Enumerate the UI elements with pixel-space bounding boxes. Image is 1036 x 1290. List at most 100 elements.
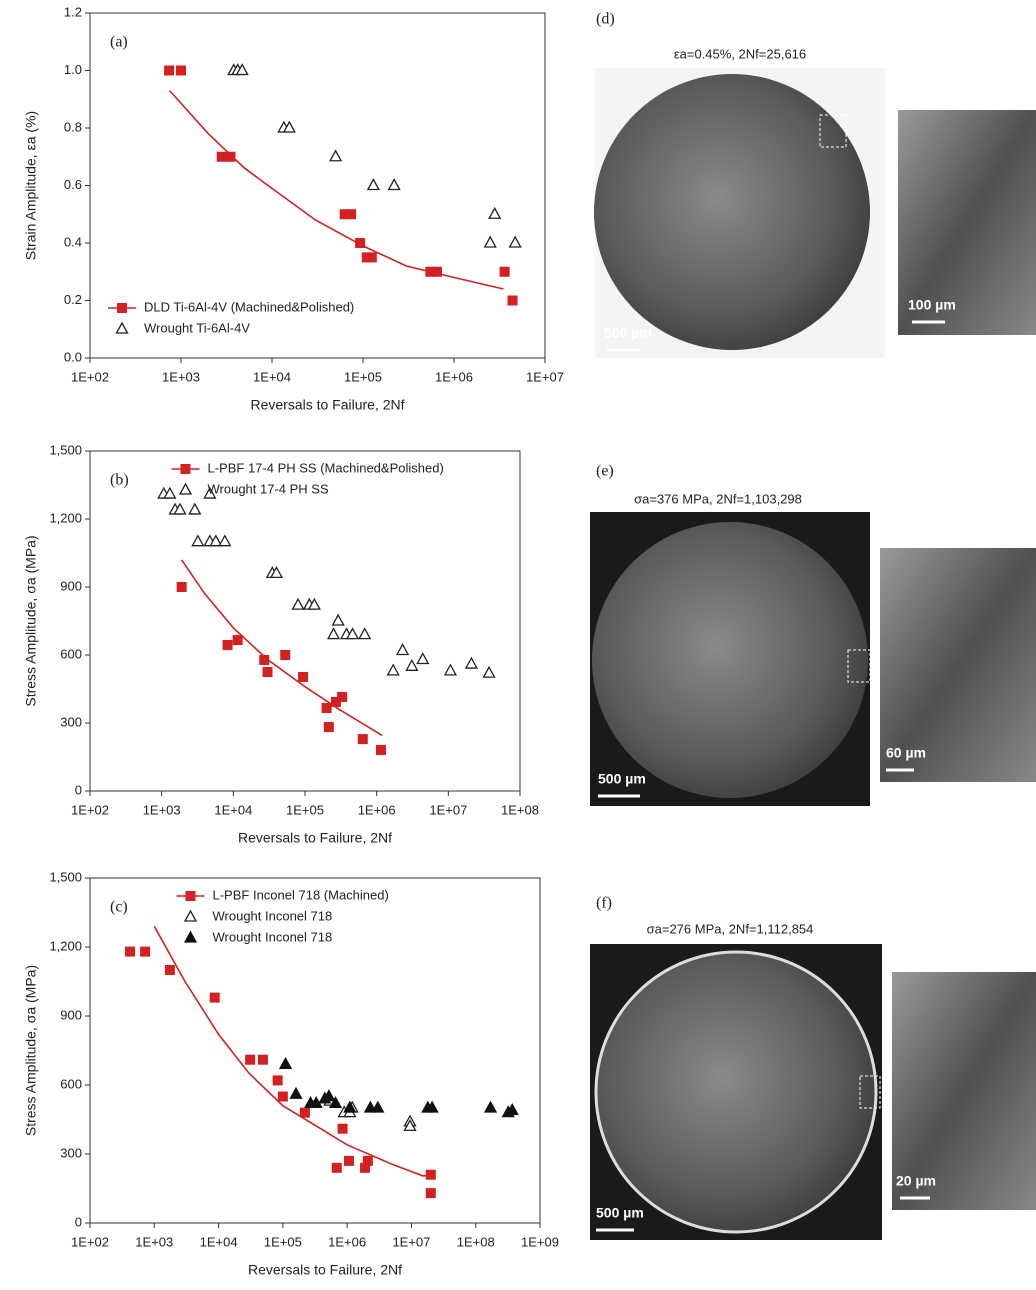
marker-square [331, 1162, 342, 1173]
y-tick-label: 300 [60, 714, 82, 729]
marker-triangle [173, 502, 187, 515]
marker-square [299, 1107, 310, 1118]
marker-triangle [483, 1100, 498, 1113]
panel-label: (c) [110, 899, 128, 916]
y-tick-label: 1.2 [64, 4, 82, 19]
marker-triangle [416, 652, 430, 665]
x-tick-label: 1E+06 [435, 369, 473, 384]
marker-triangle [235, 63, 249, 76]
fracture-surface [594, 74, 870, 350]
x-tick-label: 1E+07 [526, 369, 564, 384]
marker-triangle [371, 1100, 385, 1113]
marker-square [222, 640, 233, 651]
legend-label: Wrought Inconel 718 [213, 908, 333, 923]
x-tick-label: 1E+04 [214, 802, 252, 817]
fit-line [169, 90, 504, 290]
marker-triangle [483, 235, 497, 248]
marker-square [225, 151, 236, 162]
marker-square [425, 266, 436, 277]
x-axis-title: Reversals to Failure, 2Nf [238, 830, 392, 846]
marker-square [425, 1188, 436, 1199]
marker-square [216, 151, 227, 162]
marker-triangle [282, 120, 296, 133]
marker-square [366, 252, 377, 263]
y-tick-label: 300 [60, 1145, 82, 1160]
marker-square [280, 650, 291, 660]
marker-triangle [328, 1096, 343, 1109]
y-axis-title: Strain Amplitude, εa (%) [23, 111, 39, 260]
y-tick-label: 1,500 [49, 869, 82, 884]
x-tick-label: 1E+04 [200, 1234, 238, 1249]
marker-square [232, 635, 243, 646]
marker-square [257, 1054, 268, 1065]
x-tick-label: 1E+06 [328, 1234, 366, 1249]
marker-square [185, 891, 196, 901]
marker-triangle [183, 909, 198, 922]
marker-triangle [209, 534, 223, 547]
y-axis-title: Stress Amplitude, σa (MPa) [23, 535, 39, 706]
chart: 0 300 600 900 1,200 1,500 1E+02 1E+03 1E+04 1E+05… [23, 442, 539, 845]
y-tick-label: 600 [60, 646, 82, 661]
marker-triangle [307, 597, 321, 610]
caption: σa=376 MPa, 2Nf=1,103,298 [634, 491, 802, 506]
marker-triangle [387, 178, 401, 191]
micrograph-f: (f) σa=276 MPa, 2Nf=1,112,854 500 µm 20 … [590, 895, 1036, 1240]
y-tick-label: 0.2 [64, 292, 82, 307]
scale-label: 500 µm [604, 325, 652, 341]
marker-square [164, 65, 175, 76]
scale-label: 20 µm [896, 1173, 936, 1189]
marker-square [245, 1054, 256, 1065]
marker-square [180, 464, 191, 474]
marker-triangle [386, 663, 400, 676]
y-tick-label: 0.0 [64, 349, 82, 364]
marker-triangle [403, 1119, 417, 1132]
x-tick-label: 1E+04 [253, 369, 291, 384]
marker-triangle [343, 1100, 357, 1113]
legend-label: L-PBF Inconel 718 (Machined) [213, 887, 389, 902]
marker-square [431, 266, 442, 277]
y-tick-label: 1,500 [49, 442, 82, 457]
x-tick-label: 1E+05 [344, 369, 382, 384]
marker-triangle [505, 1102, 519, 1115]
inset-box [859, 1075, 881, 1109]
marker-square [277, 1091, 288, 1102]
marker-square [346, 209, 357, 220]
marker-square [298, 671, 309, 682]
marker-triangle [482, 665, 496, 678]
marker-triangle [331, 613, 345, 626]
marker-triangle [326, 627, 341, 640]
marker-triangle [405, 658, 419, 671]
panel-label: (e) [596, 463, 614, 480]
y-tick-label: 1,200 [49, 510, 82, 525]
legend-label: L-PBF 17-4 PH SS (Machined&Polished) [208, 460, 444, 475]
marker-square [125, 946, 136, 957]
x-tick-label: 1E+09 [521, 1234, 559, 1249]
marker-square [209, 992, 220, 1003]
marker-square [357, 734, 368, 745]
x-tick-label: 1E+03 [143, 802, 181, 817]
micrograph-e: (e) σa=376 MPa, 2Nf=1,103,298 500 µm 60 … [590, 463, 1036, 806]
x-tick-label: 1E+06 [358, 802, 396, 817]
x-tick-label: 1E+08 [457, 1234, 495, 1249]
y-tick-label: 0 [75, 1214, 82, 1229]
marker-square [376, 744, 387, 755]
micrograph-d: (d) εa=0.45%, 2Nf=25,616 500 µm 100 µm [594, 11, 1036, 358]
y-tick-label: 900 [60, 578, 82, 593]
panel-label: (b) [110, 472, 129, 489]
x-tick-label: 1E+07 [429, 802, 467, 817]
marker-triangle [188, 502, 202, 515]
marker-square [321, 703, 332, 714]
y-tick-label: 0.6 [64, 177, 82, 192]
marker-triangle [488, 206, 502, 219]
marker-triangle [178, 482, 193, 495]
marker-triangle [278, 1056, 293, 1069]
marker-square [140, 946, 151, 957]
chart: 0 300 600 900 1,200 1,500 1E+02 1E+03 1E+04 1E+05… [23, 869, 559, 1277]
marker-square [425, 1169, 436, 1180]
marker-square [117, 303, 127, 313]
marker-triangle [218, 534, 232, 547]
marker-square [355, 238, 366, 248]
panel-label: (d) [596, 11, 615, 28]
marker-triangle [289, 1086, 303, 1099]
